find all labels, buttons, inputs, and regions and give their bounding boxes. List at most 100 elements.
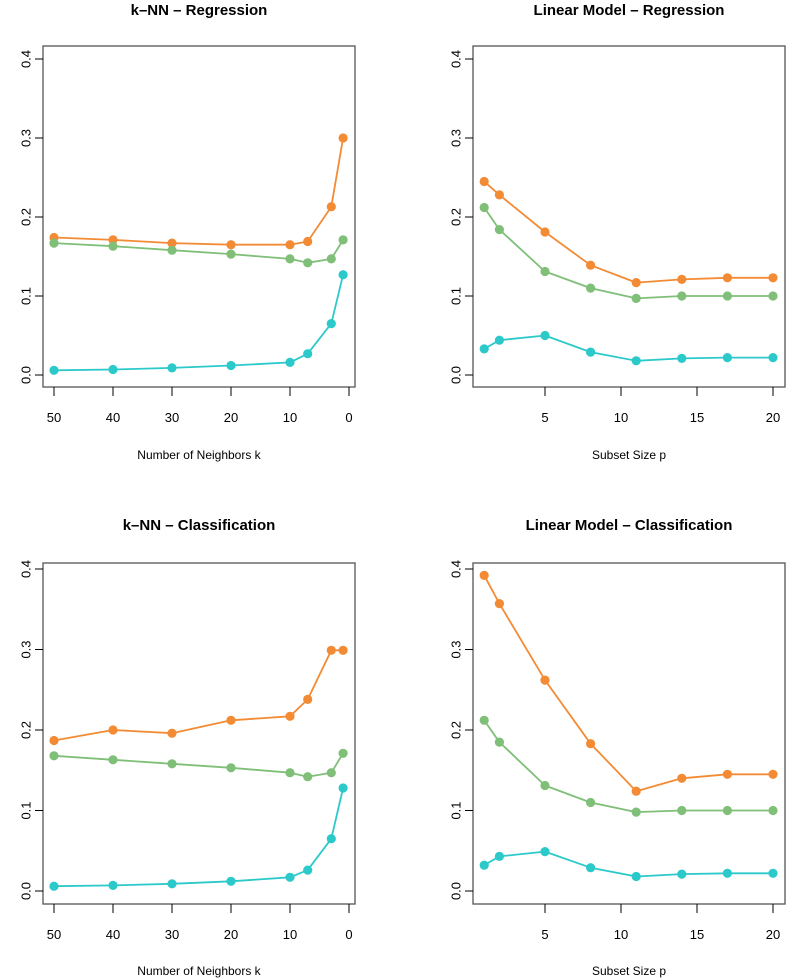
y-tick-label: 0.4 [19,50,34,68]
data-point-green [338,235,348,245]
data-point-orange [338,645,348,655]
data-point-green [49,751,59,761]
x-tick-label: 40 [106,410,120,425]
data-point-cyan [338,783,348,793]
data-point-green [768,291,778,301]
x-tick-label: 10 [283,410,297,425]
x-tick-label: 5 [541,927,548,942]
data-point-green [303,772,313,782]
data-point-green [631,807,641,817]
series-line-green [53,752,344,778]
x-tick-label: 50 [47,927,61,942]
y-tick-label: 0.2 [449,208,464,226]
data-point-cyan [722,868,733,878]
data-point-green [303,258,313,268]
data-point-orange [479,176,489,187]
data-point-green [586,283,596,293]
chart-panel-2: Linear Model – Regression 0.0 0.1 0.2 0.3 0.4… [449,2,786,462]
series-green [479,202,778,303]
data-point-green [338,748,348,758]
y-tick-label: 0.1 [449,287,464,305]
data-point-green [479,715,489,725]
series-line-orange [483,574,773,793]
x-tick-label: 10 [614,410,628,425]
chart-panel-3: k–NN – Classification 0.0 0.1 0.2 0.3 0.4 50 40… [19,517,356,978]
x-tick-label: 30 [165,927,179,942]
data-point-cyan [226,360,236,371]
x-tick-label: 30 [165,410,179,425]
x-axis-label: Number of Neighbors k [137,964,261,978]
data-point-orange [326,202,336,212]
data-point-green [722,805,733,816]
x-tick-label: 5 [541,410,548,425]
x-tick-label: 0 [345,410,352,425]
y-tick-label: 0.1 [19,801,34,819]
data-point-orange [479,570,489,581]
data-point-green [768,805,778,816]
data-point-cyan [586,863,596,873]
data-point-orange [285,711,295,721]
x-tick-label: 20 [224,927,238,942]
series-line-orange [53,137,344,246]
data-point-cyan [494,851,504,862]
data-point-orange [586,739,596,749]
data-point-orange [494,190,504,200]
data-point-cyan [540,847,550,857]
x-tick-label: 10 [614,927,628,942]
x-tick-label: 20 [224,410,238,425]
data-point-orange [167,728,177,738]
chart-panel-4: Linear Model – Classification 0.0 0.1 0.2 0.… [449,517,786,978]
x-tick-label: 15 [690,927,704,942]
y-tick-label: 0.0 [449,882,464,900]
x-tick-label: 50 [47,410,61,425]
data-point-cyan [631,871,641,882]
y-tick-label: 0.2 [19,208,34,226]
series-orange [49,645,348,746]
data-point-cyan [631,356,641,366]
data-point-cyan [303,865,313,875]
data-point-cyan [677,353,687,363]
data-point-orange [226,715,236,725]
data-point-green [108,241,118,251]
y-tick-label: 0.4 [449,560,464,578]
series-cyan [49,270,348,375]
x-axis-label: Subset Size p [592,448,666,462]
y-tick-label: 0.1 [449,801,464,819]
data-point-green [677,805,687,816]
data-point-orange [631,278,641,288]
series-line-green [483,719,773,813]
data-point-green [677,291,687,301]
data-point-orange [49,735,59,746]
chart-panel-1: k–NN – Regression 0.0 0.1 0.2 0.3 0.4 50 40 30 20… [19,2,356,462]
plot-frame [472,562,786,905]
chart-title: Linear Model – Regression [534,2,725,19]
data-point-orange [768,273,778,283]
data-point-cyan [167,879,177,889]
data-point-cyan [285,357,295,367]
data-point-cyan [326,834,336,844]
data-point-orange [108,725,118,735]
data-point-green [167,245,177,255]
series-green [49,748,348,782]
data-point-green [540,780,550,791]
plot-frame [472,45,786,388]
data-point-orange [768,769,778,779]
data-point-cyan [722,353,733,363]
y-tick-label: 0.3 [449,129,464,147]
series-line-cyan [53,787,344,888]
series-orange [479,570,778,796]
data-point-orange [631,786,641,796]
x-tick-label: 15 [690,410,704,425]
chart-title: k–NN – Classification [123,517,276,534]
data-point-cyan [768,353,778,363]
x-tick-label: 0 [345,927,352,942]
data-point-cyan [479,860,489,870]
y-tick-label: 0.3 [449,640,464,658]
data-point-orange [540,675,550,685]
y-tick-label: 0.2 [449,721,464,739]
data-point-orange [494,599,504,609]
data-point-cyan [167,363,177,373]
data-point-cyan [338,270,348,280]
y-tick-label: 0.3 [19,640,34,658]
